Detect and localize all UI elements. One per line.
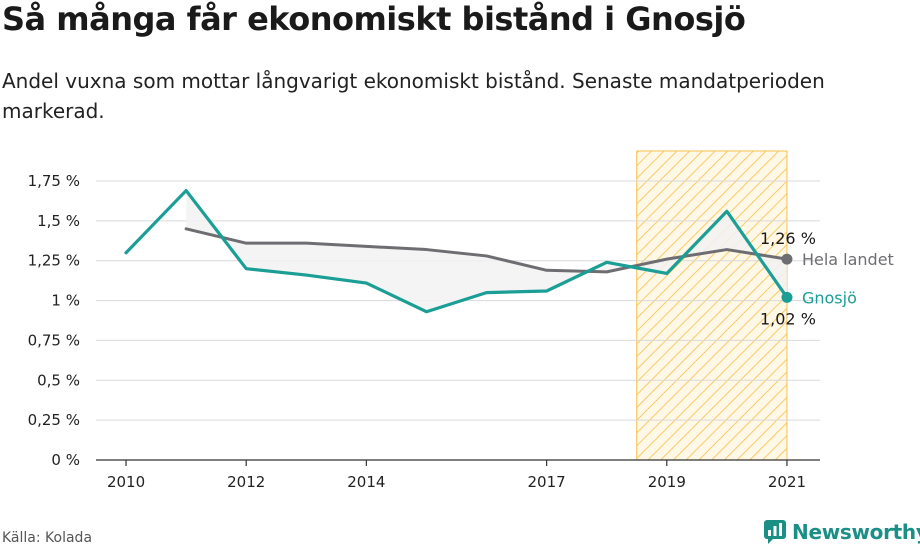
y-tick-label: 0,25 % (28, 411, 80, 429)
y-tick-label: 1,5 % (37, 212, 80, 230)
y-tick-label: 1 % (51, 292, 80, 310)
x-tick-label: 2021 (768, 473, 806, 491)
brand-name: Newsworthy (792, 520, 920, 544)
series-line-hela-landet (184, 227, 789, 274)
series-line-gnosjo (124, 188, 789, 314)
chart-subtitle: Andel vuxna som mottar långvarigt ekonom… (2, 69, 825, 123)
x-tick-label: 2019 (648, 473, 686, 491)
y-tick-label: 1,75 % (28, 172, 80, 190)
x-tick-label: 2017 (528, 473, 566, 491)
series-name-hela-landet: Hela landet (802, 250, 894, 269)
difference-area (186, 190, 787, 312)
y-tick-label: 0 % (51, 451, 80, 469)
newsworthy-logo: Newsworthy (764, 520, 920, 544)
x-tick-label: 2014 (347, 473, 385, 491)
x-tick-label: 2012 (227, 473, 265, 491)
chart-title: Så många får ekonomiskt bistånd i Gnosjö (2, 0, 746, 38)
y-tick-label: 0,75 % (28, 331, 80, 349)
y-tick-label: 0,5 % (37, 371, 80, 389)
end-point-hela-landet (781, 253, 793, 265)
x-tick-label: 2010 (107, 473, 145, 491)
y-tick-label: 1,25 % (28, 252, 80, 270)
value-label-hela-landet: 1,26 % (760, 229, 816, 248)
highlight-period (636, 150, 788, 461)
end-point-gnosjo (781, 291, 793, 303)
newsworthy-logo-icon (764, 520, 786, 544)
series-name-gnosjo: Gnosjö (802, 288, 857, 307)
value-label-gnosjo: 1,02 % (760, 309, 816, 328)
source-note: Källa: Kolada (2, 530, 93, 546)
